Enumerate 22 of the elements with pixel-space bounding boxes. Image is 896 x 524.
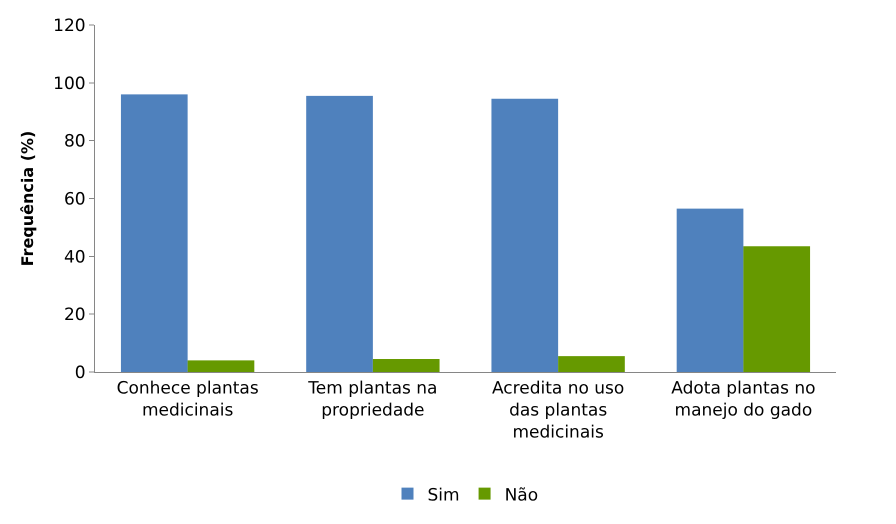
- y-tick-label: 100: [53, 74, 86, 94]
- bar: [188, 360, 254, 372]
- bar: [306, 96, 373, 372]
- y-axis-title: Frequência (%): [18, 130, 38, 266]
- y-tick-label: 40: [64, 247, 86, 268]
- legend-label: Não: [504, 485, 538, 506]
- y-tick-label: 60: [64, 189, 86, 210]
- x-tick-label: Adota plantas no manejo do gado: [671, 378, 816, 420]
- bar: [676, 208, 744, 372]
- x-tick-label: Conhece plantas medicinais: [116, 378, 259, 420]
- x-tick-label: Acredita no uso das plantas medicinais: [492, 378, 624, 443]
- bar: [743, 246, 810, 372]
- bar: [558, 356, 625, 372]
- bar: [491, 98, 558, 372]
- x-tick-label: Tem plantas na propriedade: [307, 378, 438, 420]
- y-tick-label: 80: [64, 132, 86, 152]
- bar: [120, 94, 188, 372]
- y-tick-label: 0: [74, 362, 86, 383]
- y-tick-label: 20: [64, 305, 86, 326]
- bar: [372, 358, 440, 372]
- legend-label: Sim: [428, 485, 460, 506]
- y-tick-label: 120: [53, 16, 86, 36]
